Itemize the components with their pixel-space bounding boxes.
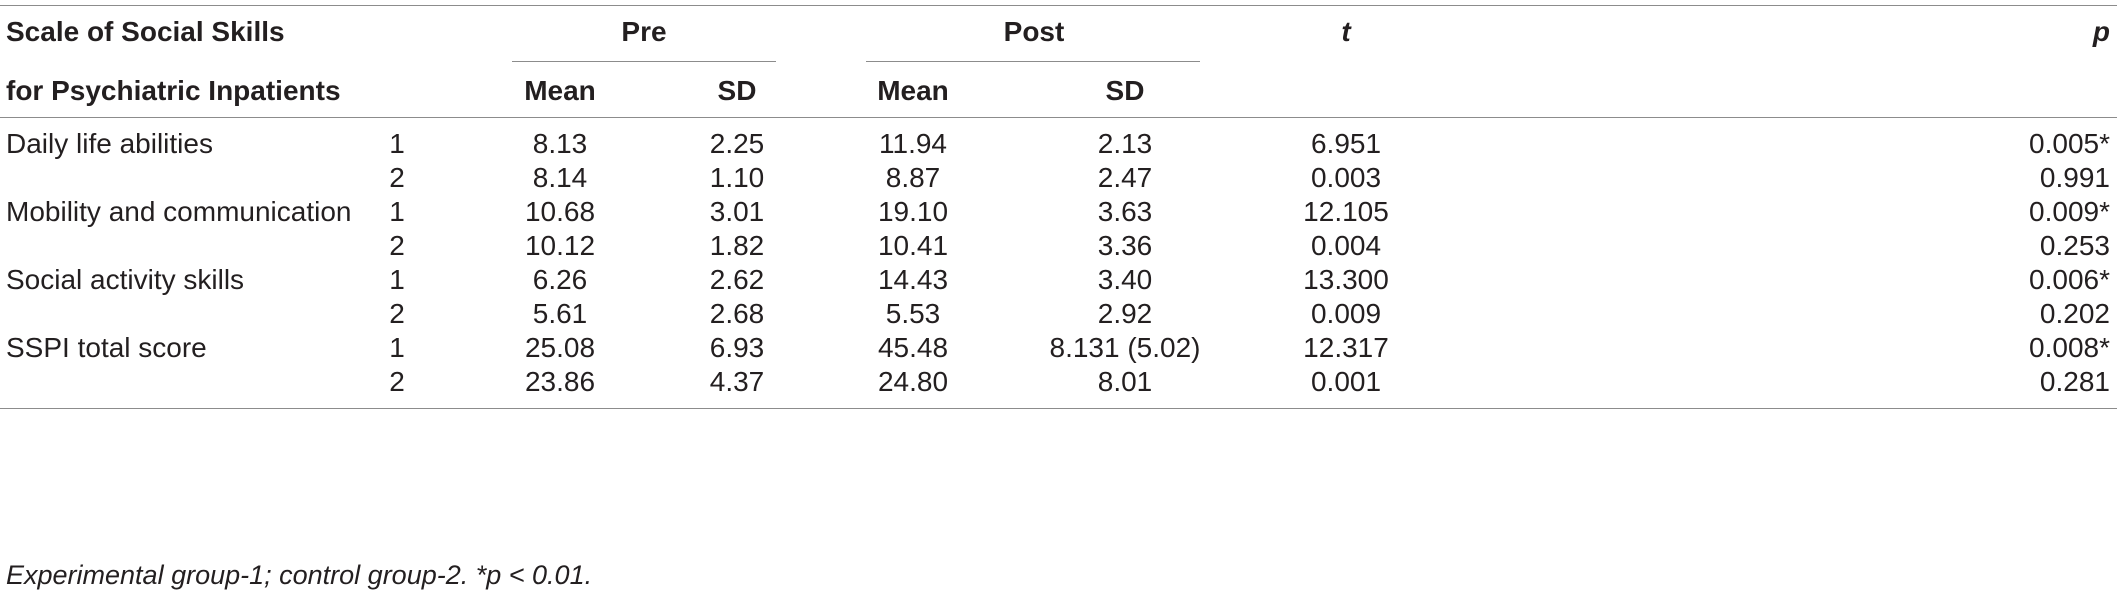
row-post-mean: 8.87: [885, 162, 941, 193]
row-group: 2: [389, 298, 405, 329]
row-group: 1: [389, 196, 405, 227]
row-t: 0.003: [1310, 162, 1382, 193]
row-group: 2: [389, 366, 405, 397]
row-post-sd: 8.131 (5.02): [1049, 332, 1201, 363]
row-group: 2: [389, 230, 405, 261]
post-span-rule: [866, 61, 1200, 62]
row-pre-mean: 25.08: [524, 332, 596, 363]
row-p: 0.008*: [2029, 332, 2110, 363]
header-bottom-rule: [0, 117, 2117, 118]
row-label: Mobility and communication: [6, 196, 352, 227]
table-top-rule: [0, 5, 2117, 6]
row-pre-mean: 6.26: [532, 264, 588, 295]
row-pre-sd: 6.93: [709, 332, 765, 363]
row-pre-sd: 1.82: [709, 230, 765, 261]
row-post-mean: 45.48: [877, 332, 949, 363]
row-post-mean: 11.94: [879, 128, 947, 159]
row-t: 0.001: [1310, 366, 1382, 397]
row-post-sd: 8.01: [1097, 366, 1153, 397]
row-label: Social activity skills: [6, 264, 245, 295]
row-post-sd: 3.36: [1097, 230, 1153, 261]
row-p: 0.009*: [2029, 196, 2110, 227]
row-post-mean: 24.80: [877, 366, 949, 397]
header-pre-sd: SD: [717, 75, 757, 106]
row-post-mean: 19.10: [877, 196, 949, 227]
table-bottom-rule: [0, 408, 2117, 409]
header-post-sd: SD: [1105, 75, 1145, 106]
header-post: Post: [1003, 16, 1065, 47]
row-pre-sd: 2.25: [709, 128, 765, 159]
row-t: 0.009: [1310, 298, 1382, 329]
row-pre-sd: 3.01: [709, 196, 765, 227]
header-post-mean: Mean: [877, 75, 949, 106]
row-t: 12.105: [1303, 196, 1389, 227]
row-group: 1: [389, 332, 405, 363]
row-t: 12.317: [1303, 332, 1389, 363]
row-p: 0.281: [2039, 366, 2110, 397]
pre-span-rule: [512, 61, 776, 62]
row-post-mean: 5.53: [885, 298, 941, 329]
header-t: t: [1341, 16, 1351, 47]
header-pre: Pre: [621, 16, 667, 47]
row-pre-mean: 10.68: [524, 196, 596, 227]
row-pre-mean: 5.61: [532, 298, 588, 329]
row-pre-mean: 23.86: [524, 366, 596, 397]
row-p: 0.202: [2039, 298, 2110, 329]
row-pre-sd: 2.68: [709, 298, 765, 329]
header-scale-line1: Scale of Social Skills: [6, 16, 285, 47]
row-pre-sd: 4.37: [709, 366, 765, 397]
row-p: 0.253: [2039, 230, 2110, 261]
header-scale-line2: for Psychiatric Inpatients: [6, 75, 341, 106]
row-group: 2: [389, 162, 405, 193]
row-group: 1: [389, 264, 405, 295]
row-post-sd: 2.13: [1097, 128, 1153, 159]
row-pre-sd: 2.62: [709, 264, 765, 295]
row-p: 0.005*: [2029, 128, 2110, 159]
row-pre-sd: 1.10: [709, 162, 765, 193]
row-t: 0.004: [1310, 230, 1382, 261]
row-t: 6.951: [1310, 128, 1382, 159]
row-t: 13.300: [1303, 264, 1389, 295]
row-p: 0.991: [2039, 162, 2110, 193]
row-p: 0.006*: [2029, 264, 2110, 295]
row-label: Daily life abilities: [6, 128, 213, 159]
row-post-sd: 2.92: [1097, 298, 1153, 329]
row-pre-mean: 8.13: [532, 128, 588, 159]
row-post-sd: 3.40: [1097, 264, 1153, 295]
row-post-sd: 3.63: [1097, 196, 1153, 227]
row-pre-mean: 10.12: [524, 230, 596, 261]
row-post-mean: 10.41: [877, 230, 949, 261]
row-group: 1: [389, 128, 405, 159]
row-pre-mean: 8.14: [532, 162, 588, 193]
table-footnote: Experimental group-1; control group-2. *…: [6, 560, 593, 590]
row-post-sd: 2.47: [1097, 162, 1153, 193]
row-post-mean: 14.43: [877, 264, 949, 295]
row-label: SSPI total score: [6, 332, 207, 363]
header-p: p: [2092, 16, 2110, 47]
header-pre-mean: Mean: [524, 75, 596, 106]
